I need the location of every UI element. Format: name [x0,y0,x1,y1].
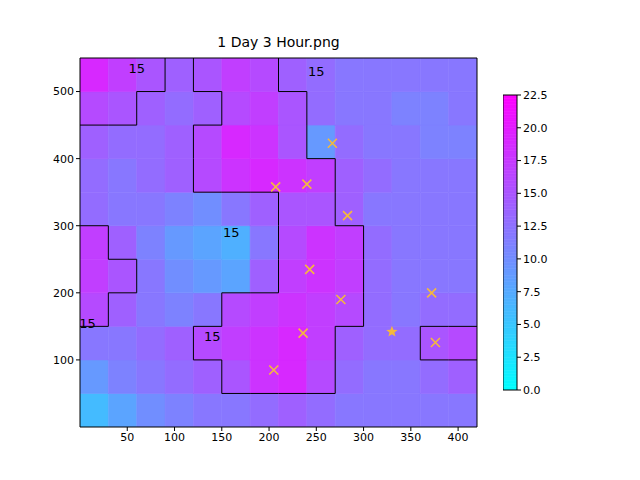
svg-text:15: 15 [128,61,145,76]
svg-text:15: 15 [79,316,96,331]
svg-text:300: 300 [53,220,74,233]
svg-text:7.5: 7.5 [523,286,541,299]
svg-text:15.0: 15.0 [523,187,548,200]
svg-text:300: 300 [353,431,374,444]
svg-text:15: 15 [204,329,221,344]
svg-text:250: 250 [306,431,327,444]
svg-text:22.5: 22.5 [523,89,548,102]
svg-text:100: 100 [53,354,74,367]
html-text:1 Day 3 Hour.png: 1 Day 3 Hour.png [217,34,340,50]
svg-text:200: 200 [259,431,280,444]
svg-text:17.5: 17.5 [523,154,548,167]
svg-text:2.5: 2.5 [523,351,541,364]
svg-text:10.0: 10.0 [523,253,548,266]
svg-text:50: 50 [120,431,134,444]
svg-text:350: 350 [400,431,421,444]
svg-text:15: 15 [223,225,240,240]
svg-text:0.0: 0.0 [523,384,541,397]
svg-text:15: 15 [308,64,325,79]
svg-text:100: 100 [164,431,185,444]
svg-text:150: 150 [211,431,232,444]
svg-text:20.0: 20.0 [523,122,548,135]
svg-text:12.5: 12.5 [523,220,548,233]
svg-text:400: 400 [53,153,74,166]
svg-text:200: 200 [53,287,74,300]
svg-text:400: 400 [448,431,469,444]
svg-text:500: 500 [53,85,74,98]
svg-text:5.0: 5.0 [523,318,541,331]
